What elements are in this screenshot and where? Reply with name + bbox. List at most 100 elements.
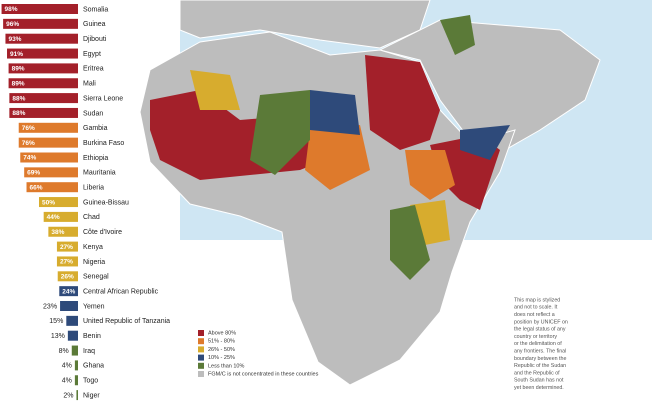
legend-swatch (198, 371, 204, 377)
value-label: 88% (12, 110, 25, 117)
country-label: Nigeria (83, 259, 105, 266)
bar (60, 301, 78, 311)
country-label: United Republic of Tanzania (83, 318, 170, 325)
value-label: 44% (47, 214, 60, 221)
value-label: 76% (22, 125, 35, 132)
bar (71, 345, 78, 356)
country-label: Djibouti (83, 36, 107, 43)
value-label: 4% (62, 363, 72, 370)
note-line: Republic of the Sudan (514, 363, 566, 369)
value-label: 98% (5, 6, 18, 13)
bar (67, 330, 78, 341)
note-line: or the delimitation of (514, 341, 562, 347)
country-label: Egypt (83, 51, 101, 58)
region-lowest (440, 15, 475, 55)
region-mid (405, 150, 455, 200)
country-label: Eritrea (83, 66, 104, 73)
value-label: 96% (6, 21, 19, 28)
region-lowest (250, 90, 310, 175)
country-label: Guinea (83, 21, 106, 28)
country-label: Niger (83, 392, 100, 399)
legend-label: 51% - 80% (208, 339, 235, 345)
bar (56, 241, 78, 252)
legend-swatch (198, 338, 204, 345)
bar (39, 197, 78, 208)
europe (179, 0, 431, 49)
bar (66, 315, 78, 326)
bar (74, 360, 78, 371)
legend-swatch (198, 346, 204, 353)
value-label: 93% (8, 36, 21, 43)
legend-swatch (198, 330, 204, 336)
country-label: Iraq (83, 348, 95, 355)
country-label: Liberia (83, 185, 104, 192)
note-line: the legal status of any (514, 327, 566, 333)
region-lowest (390, 205, 430, 280)
country-label: Togo (83, 378, 98, 385)
region-lower (310, 90, 360, 135)
value-label: 2% (63, 392, 73, 399)
region-high (150, 90, 350, 180)
value-label: 13% (51, 333, 65, 340)
value-label: 66% (30, 184, 43, 191)
country-label: Yemen (83, 303, 105, 310)
region-low (190, 70, 240, 110)
bar (18, 122, 78, 133)
region-high (365, 55, 440, 150)
country-label: Ghana (83, 363, 104, 370)
legend-label: FGM/C is not concentrated in these count… (208, 371, 319, 377)
note-line: country or territory (514, 334, 557, 340)
bar (5, 33, 79, 44)
bar (3, 18, 78, 29)
note-line: yet been determined. (514, 385, 564, 391)
note-line: boundary between the (514, 356, 566, 362)
country-label: Gambia (83, 125, 108, 132)
country-label: Mauritania (83, 170, 116, 177)
bar (76, 390, 78, 401)
bar (26, 182, 78, 193)
country-label: Benin (83, 333, 101, 340)
legend-label: Less than 10% (208, 363, 244, 369)
value-label: 89% (12, 80, 25, 87)
country-label: Sudan (83, 110, 103, 117)
country-label: Central African Republic (83, 288, 159, 295)
bar (43, 211, 78, 222)
value-label: 88% (12, 95, 25, 102)
value-label: 91% (10, 51, 23, 58)
bar (56, 256, 78, 267)
country-label: Somalia (83, 6, 108, 13)
country-label: Sierra Leone (83, 95, 123, 102)
region-lower (460, 125, 510, 160)
value-label: 27% (60, 244, 73, 251)
legend-label: Above 80% (208, 330, 236, 336)
country-label: Senegal (83, 274, 109, 281)
note-line: does not reflect a (514, 312, 555, 318)
legend-swatch (198, 354, 204, 361)
country-label: Burkina Faso (83, 140, 124, 147)
bar (7, 48, 79, 59)
value-label: 26% (61, 274, 74, 281)
value-label: 4% (62, 378, 72, 385)
bar (9, 107, 78, 118)
value-label: 69% (27, 170, 40, 177)
note-line: any frontiers. The final (514, 349, 566, 355)
value-label: 23% (43, 303, 57, 310)
middle-east (378, 19, 601, 151)
region-low (410, 200, 450, 245)
country-label: Mali (83, 81, 96, 88)
note-line: position by UNICEF on (514, 319, 568, 325)
bar (59, 286, 78, 297)
bar (9, 93, 78, 104)
country-label: Côte d'Ivoire (83, 229, 122, 236)
value-label: 74% (23, 155, 36, 162)
bar (8, 63, 78, 74)
bar (8, 78, 78, 89)
country-label: Chad (83, 214, 100, 221)
bar (24, 167, 78, 178)
bar (48, 226, 78, 237)
value-label: 27% (60, 259, 73, 266)
legend-swatch (198, 362, 204, 369)
note-line: and not to scale. It (514, 305, 558, 311)
country-label: Kenya (83, 244, 103, 251)
